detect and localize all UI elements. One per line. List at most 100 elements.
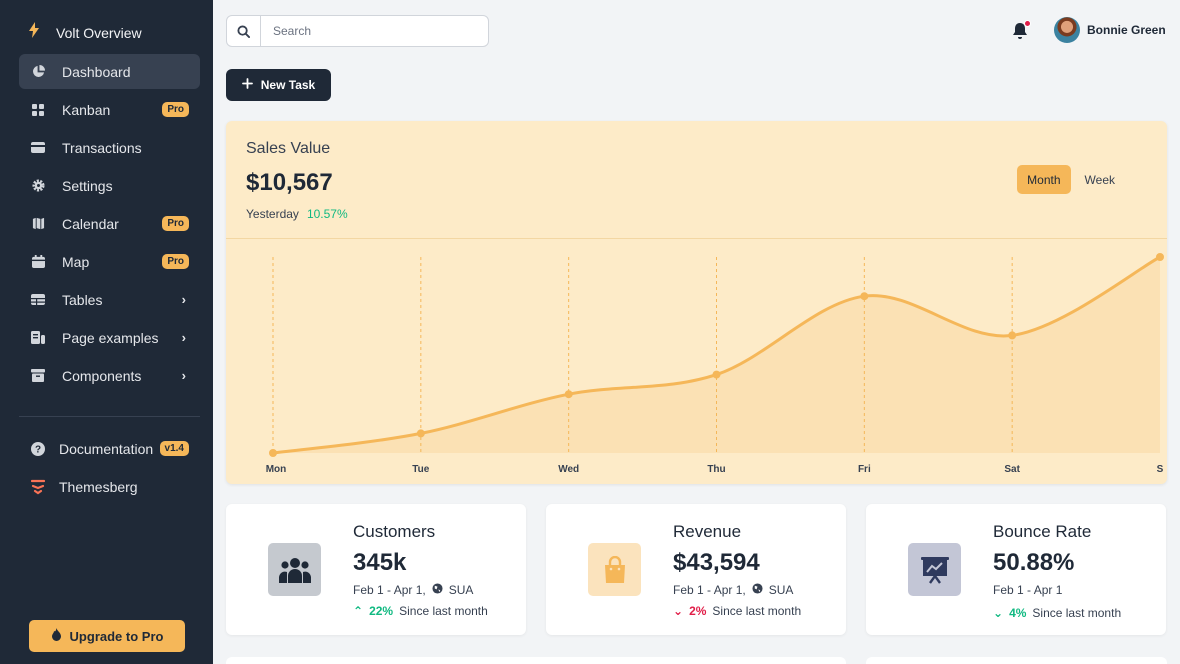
sidebar-item-settings[interactable]: Settings	[19, 168, 200, 203]
card-divider	[226, 238, 1167, 239]
sidebar-item-label: Themesberg	[59, 478, 138, 495]
sidebar-item-label: Kanban	[62, 101, 111, 118]
chevron-right-icon: ›	[181, 368, 186, 383]
sidebar-item-dashboard[interactable]: Dashboard	[19, 54, 200, 89]
stat-range: Feb 1 - Apr 1	[993, 583, 1062, 597]
sales-value-card: Sales Value $10,567 Yesterday 10.57% Mont…	[226, 121, 1167, 484]
sidebar-item-label: Map	[62, 253, 90, 270]
stat-value: 345k	[353, 549, 407, 576]
stat-change: ⌃ 22% Since last month	[353, 604, 488, 618]
change-value: 22%	[369, 604, 394, 618]
date-range: Feb 1 - Apr 1,	[673, 583, 746, 597]
chevron-right-icon: ›	[181, 292, 186, 307]
user-name: Bonnie Green	[1087, 23, 1166, 37]
month-toggle-button[interactable]: Month	[1017, 165, 1071, 194]
chart-area	[273, 257, 1160, 453]
stat-card-bounce-rate: Bounce Rate 50.88% Feb 1 - Apr 1 ⌄ 4% Si…	[866, 504, 1166, 635]
sidebar-item-label: Page examples	[62, 329, 159, 346]
notification-bell-icon[interactable]	[1012, 20, 1031, 40]
upgrade-label: Upgrade to Pro	[69, 628, 164, 644]
pro-badge: Pro	[162, 102, 189, 117]
sidebar-item-map[interactable]: Map Pro	[19, 244, 200, 279]
stat-range: Feb 1 - Apr 1, SUA	[673, 583, 793, 597]
since-label: Since last month	[712, 604, 802, 618]
sidebar-item-label: Documentation	[59, 440, 154, 457]
bottom-card-right	[866, 657, 1167, 664]
fire-icon	[51, 628, 62, 644]
stat-value: $43,594	[673, 549, 760, 576]
since-label: Since last month	[399, 604, 488, 618]
chevron-up-icon: ⌃	[353, 604, 364, 618]
map-icon	[31, 255, 45, 269]
search-icon[interactable]	[227, 16, 261, 46]
week-toggle-button[interactable]: Week	[1084, 172, 1115, 187]
new-task-label: New Task	[260, 78, 316, 92]
date-range: Feb 1 - Apr 1,	[353, 583, 426, 597]
credit-card-icon	[31, 141, 45, 155]
sidebar-item-calendar[interactable]: Calendar Pro	[19, 206, 200, 241]
stat-card-customers: Customers 345k Feb 1 - Apr 1, SUA ⌃ 22% …	[226, 504, 526, 635]
pro-badge: Pro	[162, 254, 189, 269]
brand[interactable]: Volt Overview	[28, 22, 142, 43]
chart-x-tick-label: Wed	[558, 464, 579, 475]
svg-text:?: ?	[35, 444, 41, 455]
version-badge: v1.4	[159, 441, 189, 456]
pie-chart-icon	[31, 65, 45, 79]
chart-point	[712, 370, 721, 379]
sidebar-item-label: Components	[62, 367, 142, 384]
sidebar-item-transactions[interactable]: Transactions	[19, 130, 200, 165]
plus-icon	[241, 78, 253, 92]
sidebar-secondary-nav: ? Documentation v1.4 Themesberg	[19, 431, 200, 507]
lightning-icon	[28, 22, 42, 43]
sidebar-divider	[19, 416, 200, 417]
chart-point	[564, 390, 573, 399]
question-icon: ?	[31, 441, 45, 456]
chart-x-tick-label: Sat	[1004, 464, 1020, 475]
sidebar-item-components[interactable]: Components ›	[19, 358, 200, 393]
globe-icon	[752, 583, 763, 597]
period-change: 10.57%	[306, 207, 348, 221]
region: SUA	[448, 583, 474, 597]
users-icon	[268, 543, 321, 596]
search-bar[interactable]	[226, 15, 489, 47]
chart-point	[416, 429, 425, 438]
change-value: 2%	[689, 604, 707, 618]
shopping-bag-icon	[588, 543, 641, 596]
chevron-right-icon: ›	[181, 330, 186, 345]
stat-change: ⌄ 4% Since last month	[993, 606, 1121, 620]
notification-dot	[1024, 20, 1031, 27]
stat-card-revenue: Revenue $43,594 Feb 1 - Apr 1, SUA ⌄ 2% …	[546, 504, 846, 635]
region: SUA	[768, 583, 794, 597]
gear-icon	[31, 179, 45, 193]
chart-x-tick-label: Fri	[858, 464, 871, 475]
chart-point	[1008, 331, 1017, 340]
presentation-chart-icon	[908, 543, 961, 596]
upgrade-button[interactable]: Upgrade to Pro	[29, 620, 185, 652]
sidebar: Volt Overview Dashboard Kanban Pro Trans…	[0, 0, 213, 664]
chart-point	[269, 449, 277, 457]
grid-icon	[31, 103, 45, 117]
chevron-down-icon: ⌄	[673, 604, 684, 618]
chart-point	[860, 292, 869, 301]
sidebar-item-documentation[interactable]: ? Documentation v1.4	[19, 431, 200, 466]
sales-amount: $10,567	[246, 169, 333, 196]
chart-x-tick-label: Thu	[707, 464, 725, 475]
since-label: Since last month	[1032, 606, 1122, 620]
change-value: 4%	[1009, 606, 1027, 620]
chart-point	[1156, 253, 1164, 261]
stat-label: Customers	[353, 522, 436, 541]
new-task-button[interactable]: New Task	[226, 69, 331, 101]
themesberg-logo-icon	[31, 479, 45, 494]
sidebar-item-tables[interactable]: Tables ›	[19, 282, 200, 317]
period-label: Yesterday	[246, 207, 299, 221]
user-menu[interactable]: Bonnie Green	[1054, 17, 1166, 43]
sidebar-item-kanban[interactable]: Kanban Pro	[19, 92, 200, 127]
search-input[interactable]	[261, 24, 481, 38]
chart-x-tick-label: S	[1157, 464, 1164, 475]
page-icon	[31, 331, 45, 345]
stat-value: 50.88%	[993, 549, 1075, 576]
sidebar-item-themesberg[interactable]: Themesberg	[19, 469, 200, 504]
sidebar-item-page-examples[interactable]: Page examples ›	[19, 320, 200, 355]
sales-title: Sales Value	[246, 140, 331, 157]
sidebar-item-label: Settings	[62, 177, 113, 194]
